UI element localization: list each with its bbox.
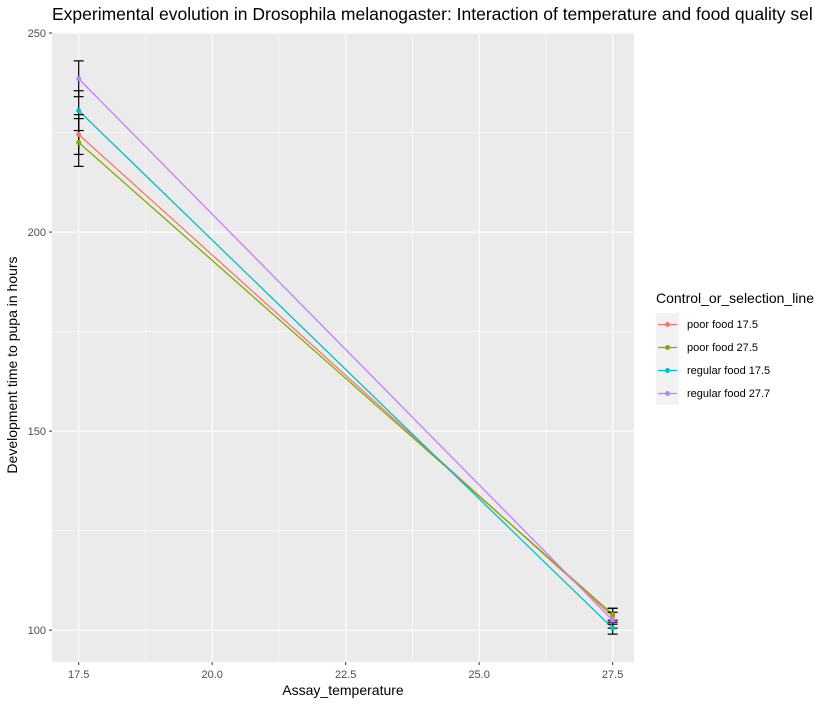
data-point [610,617,616,623]
chart-title: Experimental evolution in Drosophila mel… [52,4,813,24]
legend-key-point [665,391,670,396]
legend-label: poor food 17.5 [687,319,758,331]
legend-key-point [665,322,670,327]
series-line-4 [78,78,614,621]
legend-key-point [665,368,670,373]
series-line-2 [78,141,614,615]
series-line-3 [78,110,614,629]
data-point [610,611,616,617]
x-tick-label: 17.5 [68,669,89,681]
x-axis-label: Assay_temperature [282,682,404,698]
data-point [76,108,82,114]
legend: Control_or_selection_line poor food 17.5… [656,290,814,405]
legend-title: Control_or_selection_line [656,290,814,306]
x-tick-label: 22.5 [335,669,356,681]
legend-label: poor food 27.5 [687,342,758,354]
series-points [76,76,616,631]
y-tick-label: 200 [28,227,46,239]
x-tick-label: 20.0 [201,669,222,681]
y-tick-label: 250 [28,28,46,40]
y-axis-ticks: 100 150 200 250 [28,28,52,637]
data-point [76,139,82,145]
series-lines [78,78,614,629]
data-point [76,132,82,138]
legend-label: regular food 17.5 [687,365,770,377]
legend-key-point [665,345,670,350]
y-axis-label: Development time to pupa in hours [4,256,20,473]
x-tick-label: 27.5 [602,669,623,681]
data-point [610,625,616,631]
y-tick-label: 100 [28,625,46,637]
minor-grid [52,33,634,662]
y-tick-label: 150 [28,426,46,438]
data-point [76,76,82,82]
x-axis-ticks: 17.5 20.0 22.5 25.0 27.5 [68,662,623,681]
x-tick-label: 25.0 [468,669,489,681]
legend-label: regular food 27.7 [687,388,770,400]
